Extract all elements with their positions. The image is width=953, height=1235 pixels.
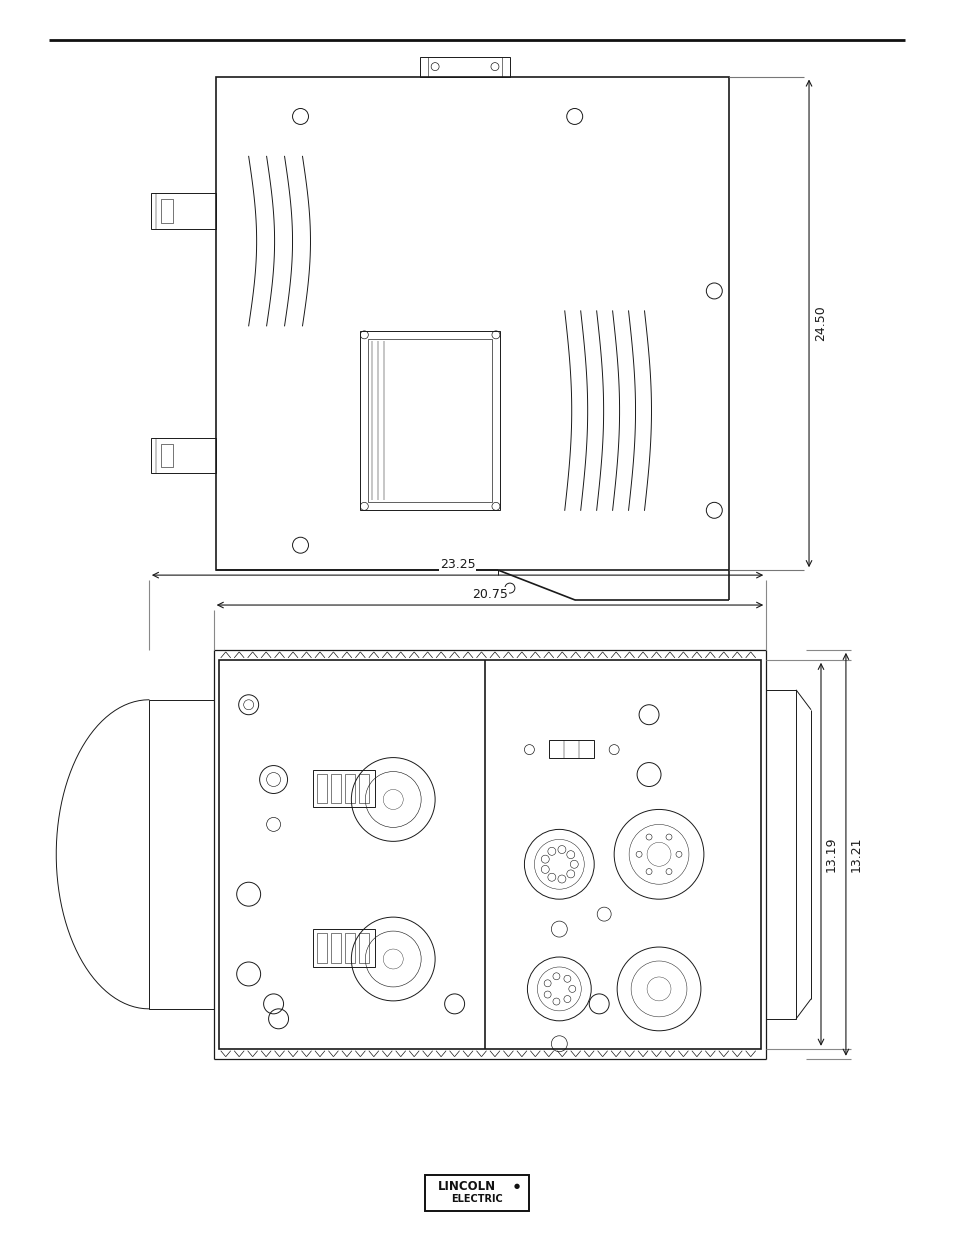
Bar [419,57,509,77]
Text: ●: ● [514,1183,519,1189]
Bar [359,773,369,804]
Text: 20.75: 20.75 [472,588,507,601]
Bar [359,934,369,963]
Text: LINCOLN: LINCOLN [437,1179,496,1193]
Bar [765,690,795,1019]
Bar [549,740,594,757]
Text: ELECTRIC: ELECTRIC [451,1194,502,1204]
Bar [317,773,327,804]
Bar [314,769,375,808]
Bar [151,437,215,473]
Bar [149,700,213,1009]
Bar [317,934,327,963]
Text: 24.50: 24.50 [813,305,826,341]
Bar [218,659,760,1049]
Bar [161,199,172,224]
Bar [331,773,341,804]
Text: 23.25: 23.25 [439,558,475,571]
Bar [368,338,492,503]
Bar [360,331,499,510]
Bar [425,1176,528,1212]
Bar [345,773,355,804]
Text: 13.21: 13.21 [849,836,862,872]
Text: 13.19: 13.19 [824,836,837,872]
Bar [345,934,355,963]
Bar [151,193,215,230]
Bar [161,443,172,467]
Bar [314,929,375,967]
Bar [215,77,728,571]
Bar [331,934,341,963]
